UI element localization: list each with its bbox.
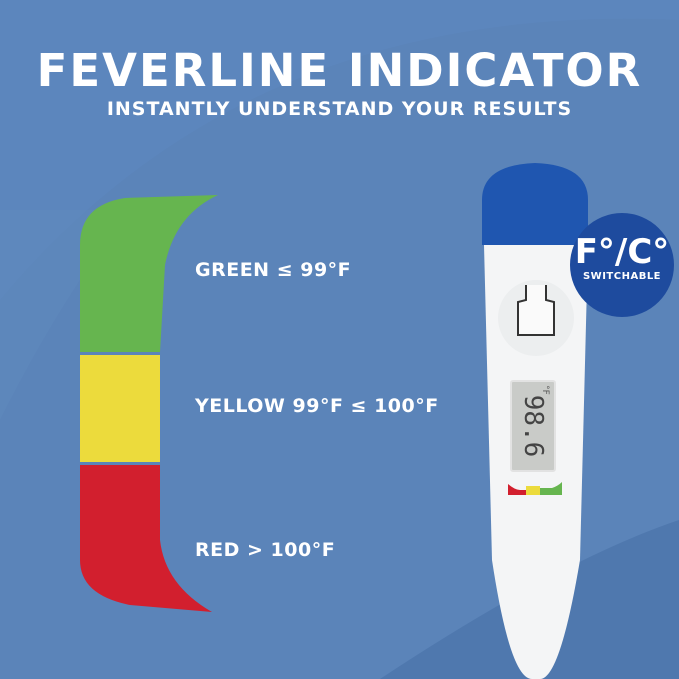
badge-units: F°/C° <box>574 232 670 272</box>
page-subtitle: INSTANTLY UNDERSTAND YOUR RESULTS <box>106 98 573 120</box>
lcd-unit: °F <box>540 385 551 395</box>
label-red: RED > 100°F <box>195 539 336 561</box>
page-title: FEVERLINE INDICATOR <box>36 44 643 97</box>
badge-label: SWITCHABLE <box>582 271 662 282</box>
indicator-green <box>80 195 218 352</box>
lcd-display: °F 98.6 <box>510 380 556 472</box>
label-yellow: YELLOW 99°F ≤ 100°F <box>195 395 439 417</box>
label-green: GREEN ≤ 99°F <box>195 259 352 281</box>
indicator-yellow <box>80 355 160 462</box>
indicator-red <box>80 465 212 612</box>
switchable-badge: F°/C° SWITCHABLE <box>570 213 674 317</box>
lcd-reading: 98.6 <box>518 394 548 458</box>
